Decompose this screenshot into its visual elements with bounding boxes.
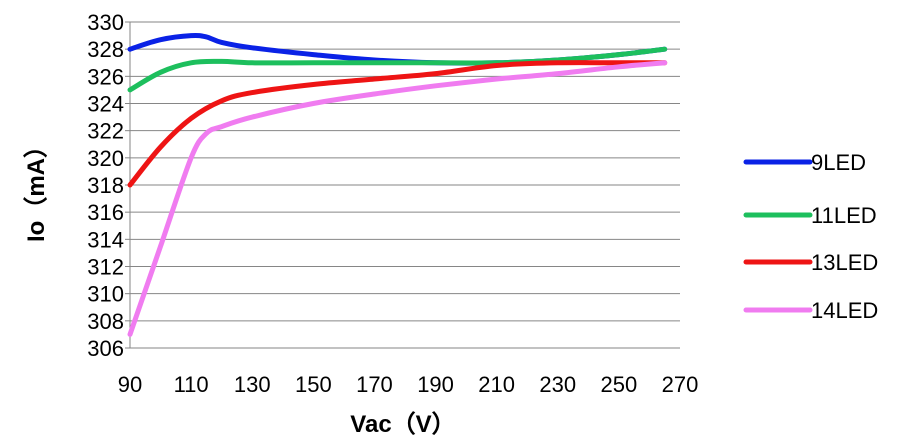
y-tick-label: 330 [87,10,124,35]
x-tick-label: 110 [174,372,209,397]
y-tick-label: 316 [87,200,124,225]
y-tick-label: 322 [87,119,124,144]
series-lines [127,32,668,337]
x-tick-labels: 90 110 130 150 170 190 210 230 250 270 [118,372,699,397]
y-tick-label: 308 [87,309,124,334]
series-line-13led [127,60,668,188]
y-tick-label: 324 [87,92,124,117]
legend-label-11led: 11LED [811,203,877,228]
series-line-11led [127,46,668,93]
x-tick-label: 90 [118,372,142,397]
legend: 9LED 11LED 13LED 14LED [743,150,878,323]
legend-label-14led: 14LED [811,298,878,323]
y-tick-label: 310 [87,282,124,307]
x-tick-label: 210 [478,372,515,397]
legend-label-13led: 13LED [811,250,878,275]
y-tick-label: 326 [87,64,124,89]
y-tick-label: 328 [87,37,124,62]
y-tick-label: 312 [87,255,124,280]
x-tick-label: 170 [356,372,393,397]
x-axis-title: Vac（V） [350,411,455,438]
x-tick-label: 150 [295,372,332,397]
y-tick-label: 318 [87,173,124,198]
y-tick-label: 320 [87,146,124,171]
y-tick-label: 314 [87,227,124,252]
gridlines [130,21,680,322]
legend-label-9led: 9LED [811,150,866,175]
x-tick-label: 230 [539,372,576,397]
series-line-14led [127,60,668,337]
x-tick-label: 270 [662,372,699,397]
y-axis-title: Io（mA） [23,134,50,242]
y-tick-label: 306 [87,336,124,361]
x-tick-label: 130 [234,372,271,397]
x-tick-label: 190 [417,372,454,397]
x-tick-label: 250 [601,372,638,397]
